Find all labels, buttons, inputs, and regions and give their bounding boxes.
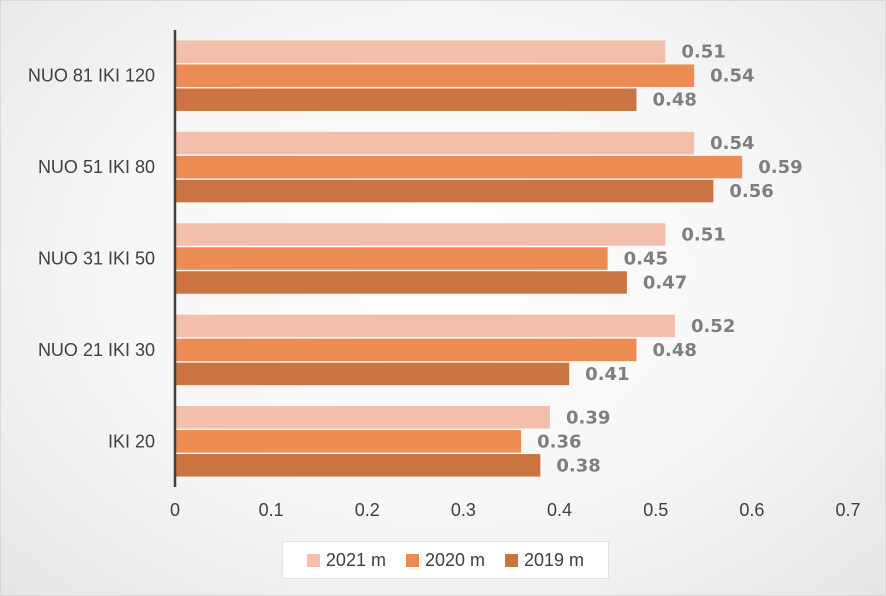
data-label: 0.45 bbox=[624, 249, 668, 270]
category-label: IKI 20 bbox=[108, 431, 155, 451]
bar bbox=[176, 88, 637, 111]
category-label: NUO 51 IKI 80 bbox=[38, 157, 155, 177]
bar bbox=[176, 223, 666, 246]
bar bbox=[176, 406, 550, 429]
legend-swatch-2019 bbox=[505, 553, 519, 567]
data-label: 0.39 bbox=[566, 407, 610, 428]
legend-label-2021: 2021 m bbox=[325, 549, 386, 570]
bar bbox=[176, 430, 522, 453]
x-tick-label: 0.4 bbox=[547, 500, 572, 520]
bar bbox=[176, 64, 695, 87]
data-label: 0.41 bbox=[585, 364, 629, 385]
x-tick-label: 0.6 bbox=[739, 500, 764, 520]
x-tick-label: 0.5 bbox=[643, 500, 668, 520]
bar bbox=[176, 314, 675, 338]
x-tick-label: 0 bbox=[170, 500, 180, 520]
bar bbox=[176, 338, 637, 362]
data-label: 0.36 bbox=[537, 431, 581, 452]
category-label: NUO 81 IKI 120 bbox=[28, 66, 155, 86]
bar bbox=[176, 155, 743, 179]
legend-item-2021: 2021 m bbox=[306, 549, 386, 571]
data-label: 0.51 bbox=[681, 42, 725, 63]
category-label: NUO 31 IKI 50 bbox=[38, 249, 155, 269]
x-tick-label: 0.2 bbox=[355, 500, 380, 520]
bar bbox=[176, 179, 714, 203]
legend-item-2020: 2020 m bbox=[405, 549, 486, 571]
bar bbox=[176, 362, 570, 386]
data-label: 0.52 bbox=[691, 316, 735, 337]
data-label: 0.59 bbox=[758, 157, 802, 178]
legend-label-2020: 2020 m bbox=[424, 549, 486, 570]
bar bbox=[176, 131, 695, 155]
data-label: 0.54 bbox=[710, 66, 754, 87]
legend: 2021 m 2020 m 2019 m bbox=[282, 541, 609, 579]
data-label: 0.54 bbox=[710, 133, 754, 154]
legend-swatch-2021 bbox=[306, 553, 320, 567]
x-tick-label: 0.1 bbox=[259, 500, 284, 520]
legend-item-2019: 2019 m bbox=[505, 550, 584, 571]
data-label: 0.48 bbox=[652, 340, 696, 361]
bar bbox=[176, 271, 627, 294]
bar bbox=[176, 247, 608, 270]
legend-swatch-2020 bbox=[405, 553, 419, 567]
bar bbox=[176, 40, 666, 63]
legend-label-2019: 2019 m bbox=[524, 549, 585, 570]
data-label: 0.48 bbox=[652, 90, 696, 111]
data-label: 0.56 bbox=[729, 181, 773, 202]
x-tick-label: 0.7 bbox=[835, 500, 860, 520]
data-label: 0.47 bbox=[643, 273, 687, 294]
category-label: NUO 21 IKI 30 bbox=[38, 340, 155, 360]
data-label: 0.51 bbox=[681, 225, 725, 246]
data-label: 0.38 bbox=[556, 455, 600, 476]
x-tick-label: 0.3 bbox=[451, 500, 476, 520]
bar bbox=[176, 454, 541, 477]
